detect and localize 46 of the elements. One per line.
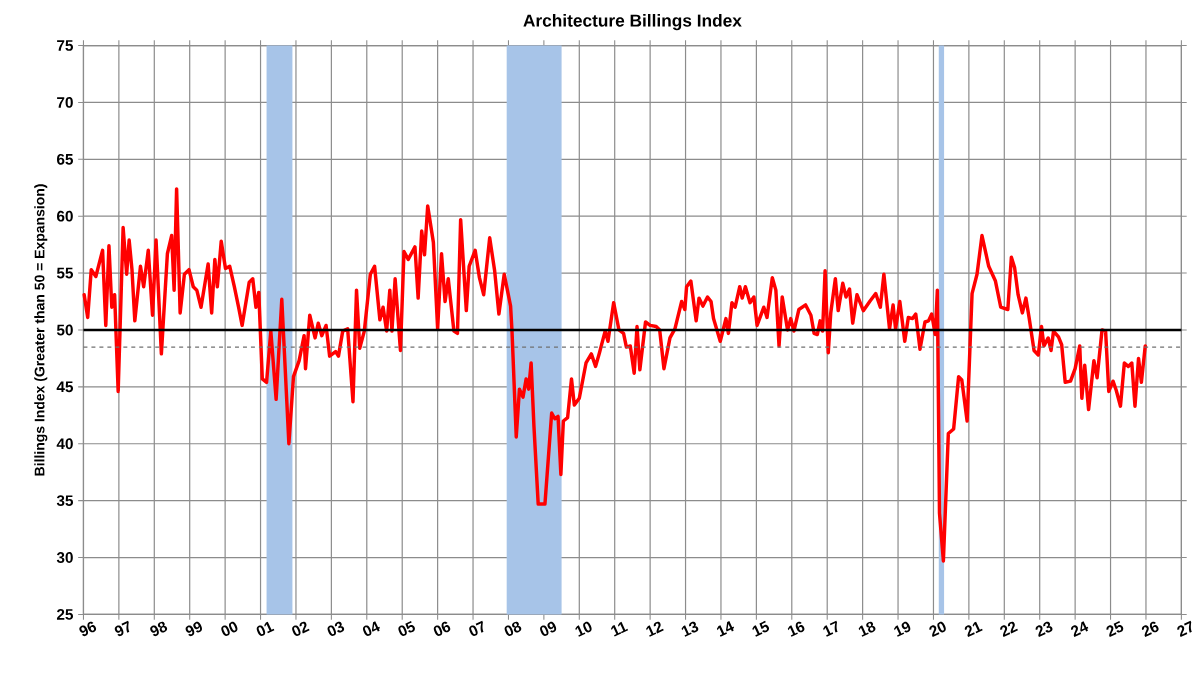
x-tick-label: 23	[1035, 621, 1053, 638]
y-tick-label: 75	[57, 40, 74, 51]
x-tick-label: 19	[894, 621, 911, 637]
x-tick-label: 27	[1177, 620, 1192, 638]
x-tick-label: 08	[504, 621, 522, 637]
y-tick-label: 70	[57, 97, 73, 108]
y-tick-label: 60	[57, 210, 73, 222]
x-tick-label: 26	[1141, 621, 1159, 638]
x-tick-label: 03	[327, 621, 345, 637]
x-tick-label: 09	[540, 621, 557, 637]
x-tick-label: 12	[646, 621, 664, 637]
x-tick-label: 14	[716, 621, 735, 637]
x-tick-label: 04	[362, 621, 380, 637]
x-tick-label: 22	[1000, 621, 1018, 638]
x-tick-label: 98	[150, 621, 168, 637]
x-tick-label: 05	[398, 621, 415, 637]
chart-title: Architecture Billings Index	[523, 14, 742, 31]
x-tick-label: 99	[185, 621, 203, 637]
x-tick-label: 11	[611, 621, 629, 637]
y-tick-label: 25	[56, 609, 74, 620]
y-tick-label: 40	[56, 438, 73, 450]
x-tick-label: 02	[292, 621, 310, 637]
y-tick-label: 30	[56, 552, 73, 563]
x-tick-label: 06	[433, 621, 451, 637]
y-tick-label: 45	[56, 381, 74, 393]
x-tick-label: 18	[858, 621, 876, 637]
x-tick-label: 21	[964, 621, 983, 638]
x-tick-label: 13	[681, 621, 699, 637]
x-tick-label: 24	[1071, 621, 1089, 638]
x-tick-label: 16	[787, 621, 805, 637]
y-axis-title: Billings Index (Greater than 50 = Expansion)	[34, 184, 48, 476]
x-tick-label: 01	[256, 621, 275, 637]
y-tick-label: 65	[57, 153, 74, 165]
x-tick-label: 15	[752, 620, 770, 637]
y-tick-label: 50	[56, 324, 73, 336]
x-tick-label: 00	[221, 621, 238, 637]
x-tick-label: 10	[575, 621, 592, 637]
x-tick-label: 25	[1106, 621, 1124, 638]
line-series	[82, 187, 1147, 563]
x-tick-label: 07	[469, 620, 484, 637]
x-tick-label: 20	[929, 621, 946, 638]
y-tick-label: 55	[56, 267, 74, 279]
x-tick-label: 96	[79, 621, 97, 637]
x-tick-label: 97	[114, 620, 130, 637]
y-tick-label: 35	[56, 495, 74, 507]
x-tick-label: 17	[823, 620, 838, 637]
